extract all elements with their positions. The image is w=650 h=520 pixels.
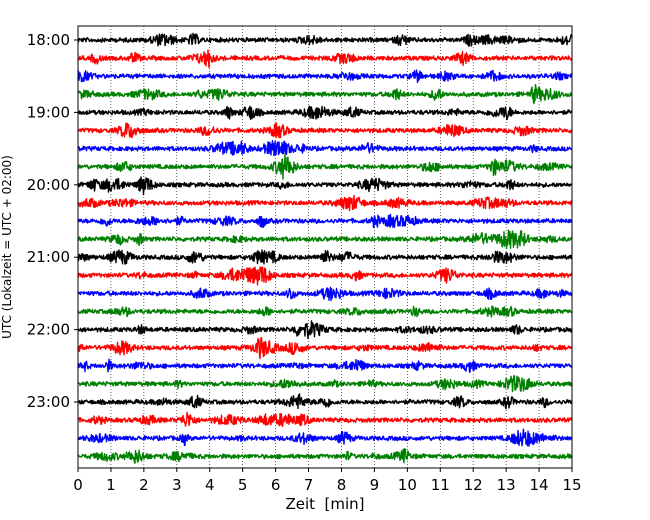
seismogram-trace [77, 83, 573, 105]
seismogram-trace [77, 69, 573, 84]
x-tick-label: 4 [205, 476, 215, 494]
seismogram-trace [77, 411, 573, 428]
seismogram-trace [77, 194, 573, 212]
plot-frame [77, 25, 573, 469]
x-tick-label: 8 [337, 476, 347, 494]
seismogram-trace [77, 49, 573, 69]
y-tick-label: 18:00 [27, 31, 70, 49]
x-tick-label: 5 [238, 476, 248, 494]
y-tick-label: 23:00 [27, 393, 70, 411]
x-tick-label: 14 [530, 476, 549, 494]
seismogram-trace [77, 229, 573, 250]
seismogram-trace [77, 358, 573, 373]
x-tick-label: 7 [304, 476, 314, 494]
seismogram-trace [77, 374, 573, 393]
seismogram-trace [77, 286, 573, 302]
x-tick-label: 3 [172, 476, 182, 494]
y-axis-ticks: 18:00 19:00 20:00 21:00 22:00 23:00 [27, 31, 78, 411]
x-tick-label: 9 [370, 476, 380, 494]
y-tick-label: 21:00 [27, 248, 70, 266]
seismogram-trace [77, 336, 573, 360]
seismogram-trace [77, 122, 573, 139]
y-tick-label: 22:00 [27, 321, 70, 339]
seismogram-trace [77, 153, 573, 180]
seismogram-trace [77, 447, 573, 464]
seismogram-trace [77, 428, 573, 447]
seismogram-trace [77, 393, 573, 410]
x-tick-label: 2 [139, 476, 149, 494]
x-tick-label: 13 [497, 476, 516, 494]
x-axis-label: Zeit [min] [285, 495, 364, 513]
x-tick-label: 0 [73, 476, 83, 494]
y-axis-label: UTC (Lokalzeit = UTC + 02:00) [0, 155, 14, 339]
y-tick-label: 19:00 [27, 103, 70, 121]
seismogram-trace [77, 139, 573, 157]
seismogram-trace [77, 213, 573, 229]
seismogram-trace [77, 32, 573, 47]
x-tick-label: 15 [562, 476, 581, 494]
seismogram-traces [77, 32, 573, 464]
y-tick-label: 20:00 [27, 176, 70, 194]
seismogram-trace [77, 249, 573, 265]
x-tick-label: 1 [106, 476, 116, 494]
seismogram-trace [77, 305, 573, 318]
x-tick-label: 12 [464, 476, 483, 494]
seismogram-trace [77, 105, 573, 121]
seismogram-trace [77, 176, 573, 196]
seismogram-trace [77, 266, 573, 286]
x-tick-label: 6 [271, 476, 281, 494]
x-tick-label: 11 [431, 476, 450, 494]
x-tick-label: 10 [398, 476, 417, 494]
x-axis-ticks: 0 1 2 3 4 5 6 7 8 9 10 11 12 13 14 15 [73, 468, 582, 494]
seismogram-trace [77, 320, 573, 340]
